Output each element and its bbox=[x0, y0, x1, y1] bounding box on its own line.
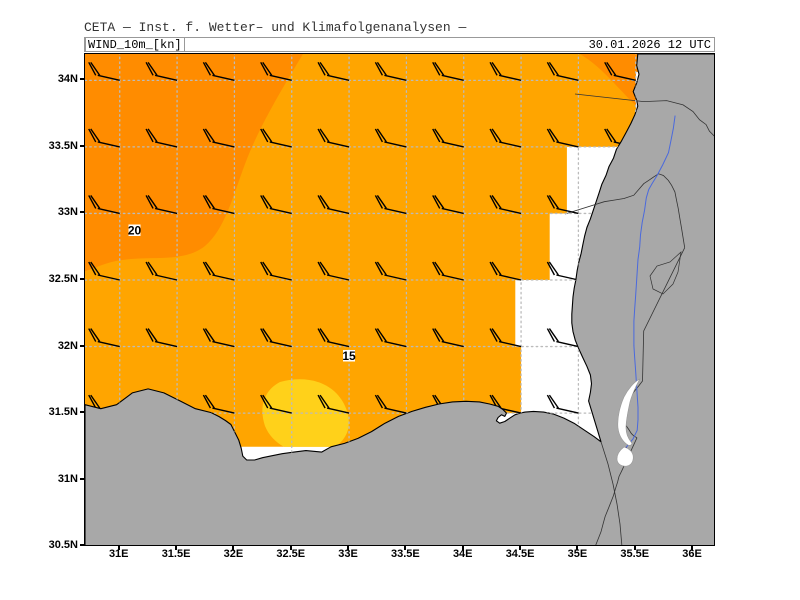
svg-text:20: 20 bbox=[128, 223, 142, 237]
svg-text:15: 15 bbox=[342, 349, 356, 363]
